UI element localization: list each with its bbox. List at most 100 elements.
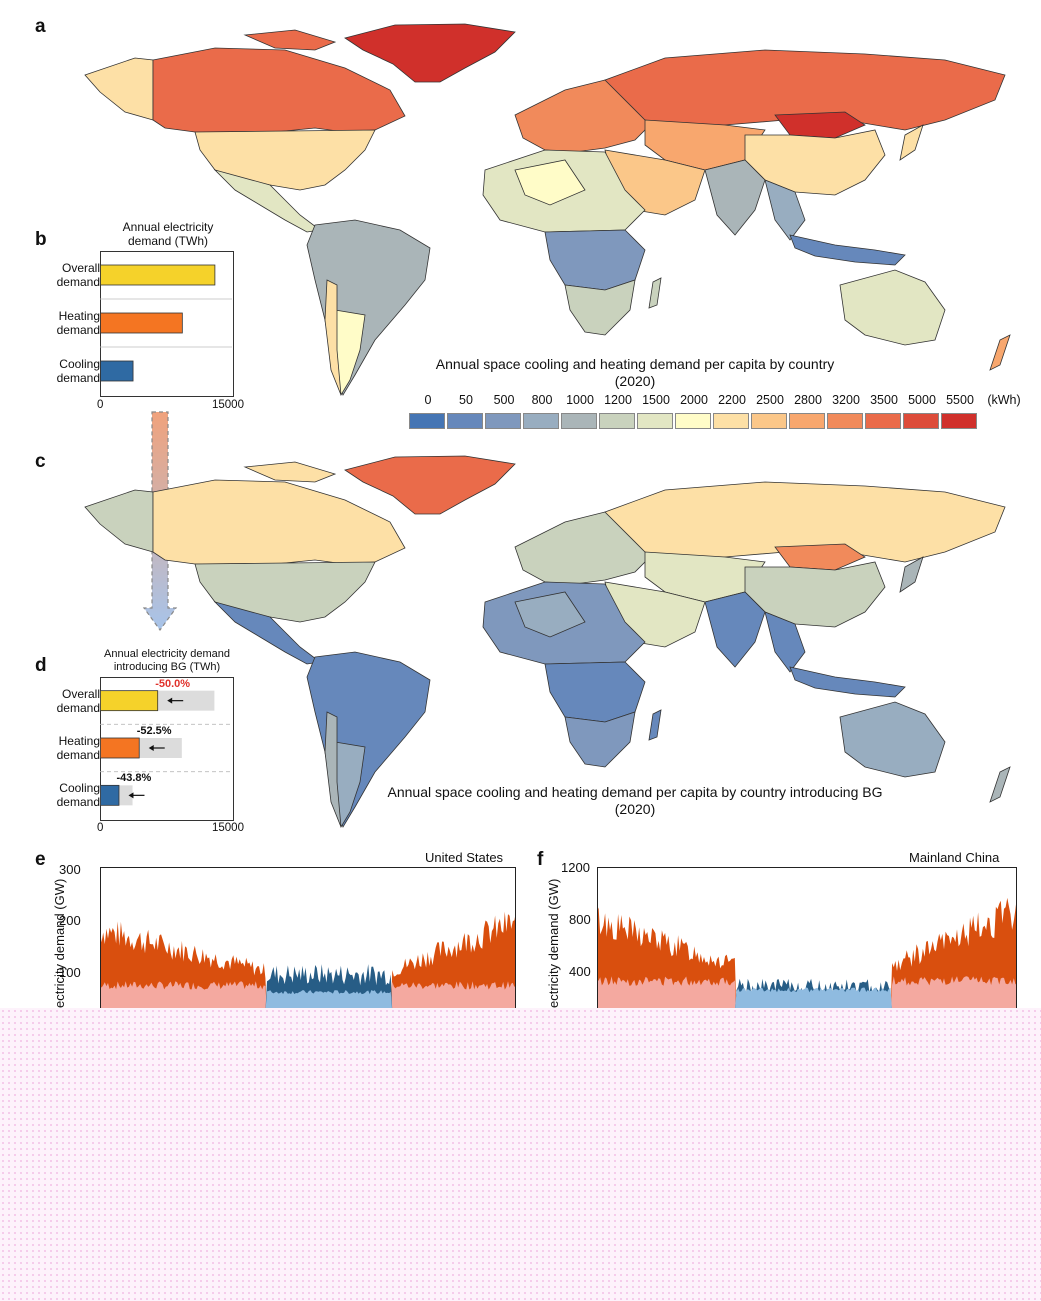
cooling-demand-bg-area [100,990,516,1012]
panel-letter-c: c [35,451,46,472]
legend-label-5: 1200 [604,393,632,407]
map-a-se-asia [764,179,806,241]
category-label-2: Cooling demand [56,781,100,810]
legend-label-10: 2800 [794,393,822,407]
arrow-head-1 [148,745,154,751]
map-c-chile [324,711,342,828]
legend-label-6: 1500 [642,393,670,407]
world-map-a [84,23,1011,397]
map-c-central-africa [544,661,646,723]
category-label-2: Cooling demand [56,357,100,385]
map-c-europe [514,511,656,585]
legend-label-0: 0 [424,393,432,407]
legend-label-2: 500 [493,393,515,407]
category-label-1: Heating demand [56,309,100,337]
ts-e-ytick-300: 300 [59,862,81,877]
legend-label-12: 3500 [870,393,898,407]
legend-label-3: 800 [531,393,553,407]
legend-swatch-2 [485,413,521,429]
map-a-india [704,159,766,236]
heating-demand-bg-area [100,981,516,1012]
map-a-title-line1: Annual space cooling and heating demand … [435,356,835,372]
change-label-1: -52.5% [136,725,172,737]
heating-demand-bg-area [597,976,1017,1012]
map-c-title-line1: Annual space cooling and heating demand … [387,784,883,800]
ts-f-title: Mainland China [909,850,1000,865]
map-a-title: Annual space cooling and heating demand … [400,356,870,390]
map-a-japan [899,124,924,161]
bar-d-title-line1: Annual electricity demand [104,648,230,660]
map-a-southern-africa [564,279,636,336]
ts-e-ytick-100: 100 [59,965,81,980]
map-c-se-asia [764,611,806,673]
ts-e-ytick-200: 200 [59,913,81,928]
map-c-australia [839,701,946,778]
map-c-southern-africa [564,711,636,768]
map-c-canada [152,479,406,567]
map-a-indonesia [789,234,906,266]
bar-0 [100,264,216,286]
map-c-indonesia [789,666,906,698]
map-c-usa [194,561,376,623]
legend-unit: (kWh) [987,393,1021,407]
legend-swatch-1 [447,413,483,429]
bar-2 [100,784,120,806]
change-label-0: -50.0% [155,677,191,690]
arrow-head-2 [128,792,134,799]
map-a-sahara [514,159,586,206]
map-a-europe [514,79,656,153]
map-a-new-zealand [989,334,1011,371]
legend-swatch-8 [713,413,749,429]
legend-swatch-0 [409,413,445,429]
legend-labels: 0 50 500 800 1000 1200 1500 2000 2200 2500 2800 320… [409,393,1029,407]
legend-label-11: 3200 [832,393,860,407]
map-a-arctic-islands [243,29,337,51]
legend-label-14: 5500 [946,393,974,407]
map-c-alaska [84,489,154,553]
map-c-greenland [344,455,516,515]
bar-2 [100,360,134,382]
arrow-head-0 [167,697,173,704]
map-a-madagascar [648,277,662,309]
ts-e-ylabel: ectricity demand (GW) [52,878,67,1008]
bar-b-plot [100,264,232,382]
category-label-0: Overall demand [56,686,100,715]
panel-letter-e: e [35,849,46,870]
panel-letter-a: a [35,16,46,37]
legend-label-9: 2500 [756,393,784,407]
legend-boxes [409,413,979,429]
category-label-0: Overall demand [56,261,100,289]
category-label-1: Heating demand [56,734,100,762]
bar-d-title-line2: introducing BG (TWh) [113,661,221,673]
legend-label-1: 50 [459,393,473,407]
map-c-mongolia [774,543,866,571]
map-c-arctic-islands [243,461,337,483]
legend-swatch-12 [865,413,901,429]
legend-label-4: 1000 [566,393,594,407]
map-a-chile [324,279,342,396]
map-c-title-line2: (2020) [614,801,656,817]
map-c-new-zealand [989,766,1011,803]
map-a-greenland [344,23,516,83]
bar-b-tick-max: 15000 [212,399,244,411]
bar-b-tick-0: 0 [97,399,104,411]
ts-e-plot [100,867,516,1012]
legend-swatch-7 [675,413,711,429]
map-c-madagascar [648,709,662,741]
ts-f-ytick-1200: 1200 [561,860,590,875]
map-a-alaska [84,57,154,121]
bar-b-title-line1: Annual electricity [122,220,214,234]
legend-swatch-10 [789,413,825,429]
ts-e-title: United States [425,850,504,865]
map-c-title: Annual space cooling and heating demand … [360,784,910,818]
map-a-usa [194,129,376,191]
legend-label-8: 2200 [718,393,746,407]
ts-f-ytick-800: 800 [569,912,591,927]
bar-b-title: Annual electricity demand (TWh) [98,220,238,248]
map-c-sahara [514,591,586,638]
map-a-australia [839,269,946,346]
bar-b-title-line2: demand (TWh) [127,234,209,248]
cooling-demand-bg-area [597,987,1017,1012]
ts-f-plot [597,867,1017,1012]
legend-swatch-11 [827,413,863,429]
